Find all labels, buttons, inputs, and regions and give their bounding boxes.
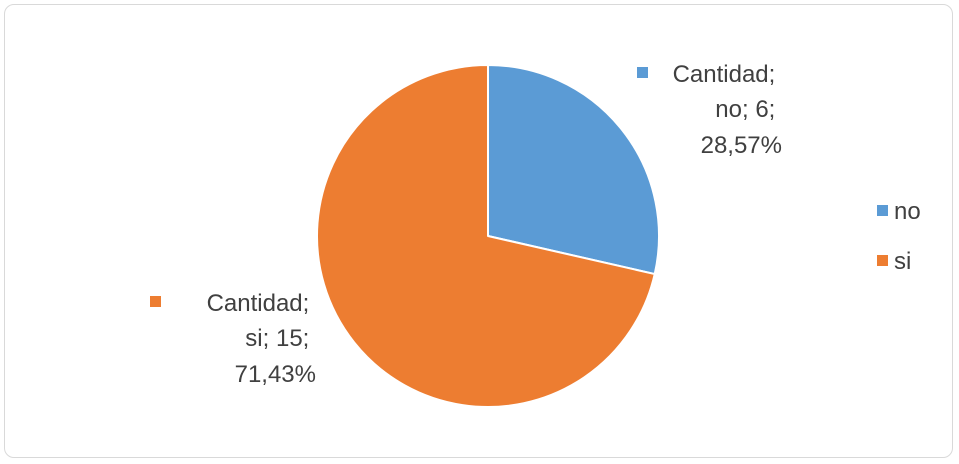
data-label-no-key (637, 67, 648, 78)
pie-slice-si (316, 64, 656, 408)
svg-text:Cantidad; si; 15;: Cantidad; si; 15; 71,43% (207, 290, 316, 388)
legend-key-no (877, 205, 888, 216)
data-label-si-key (150, 296, 161, 307)
svg-text:Cantidad; no; 6; 2: Cantidad; no; 6; 28,57% (673, 61, 782, 159)
data-label-si-line-1: Cantidad; (207, 290, 310, 317)
pie-slice-no (487, 64, 660, 276)
legend-key-si (877, 255, 888, 266)
data-label-si: Cantidad; si; 15; 71,43% (150, 290, 316, 388)
data-label-no-line-1: Cantidad; (673, 61, 776, 88)
legend-label-no: no (894, 198, 921, 225)
data-label-si-line-2: si; 15; (245, 325, 309, 352)
data-label-no: Cantidad; no; 6; 28,57% (637, 61, 782, 159)
data-label-no-line-2: no; 6; (715, 96, 775, 123)
pie-slices (316, 64, 660, 408)
data-label-si-line-3: 71,43% (235, 361, 316, 388)
data-label-no-line-3: 28,57% (701, 132, 782, 159)
legend-label-si: si (894, 248, 911, 275)
legend: no si (877, 198, 921, 275)
